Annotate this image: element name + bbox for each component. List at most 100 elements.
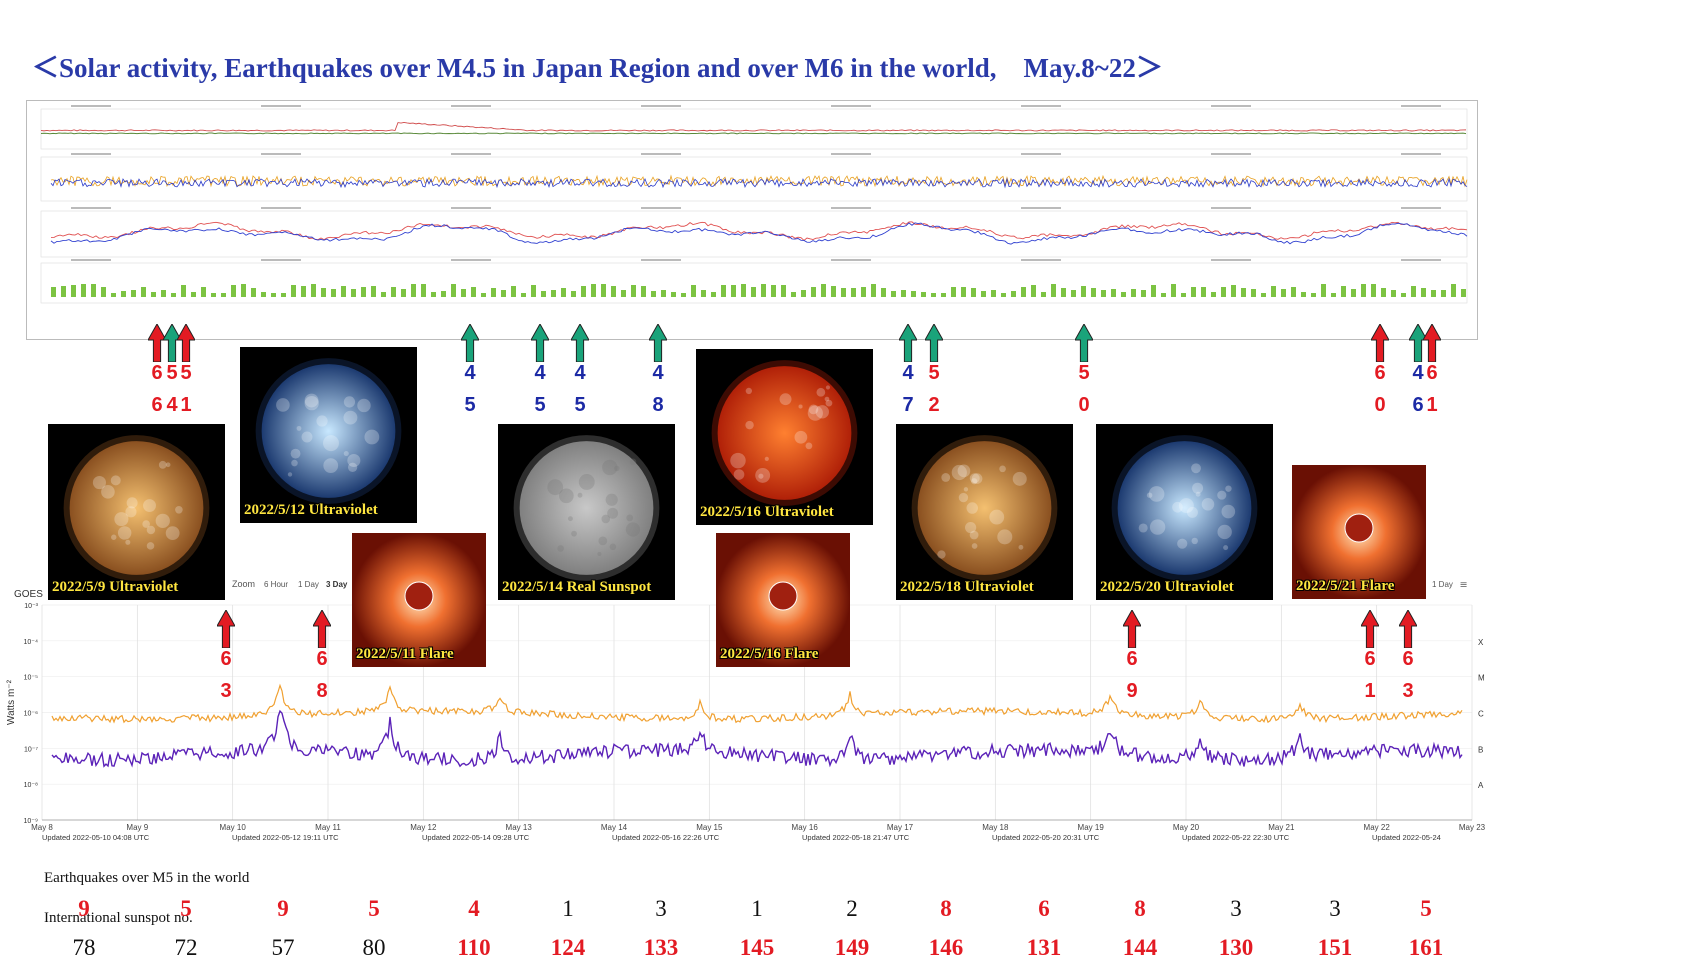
japan-quake-mag-top: 4 xyxy=(574,362,586,384)
goes-updated: Updated 2022-05-12 19:11 UTC xyxy=(232,833,339,842)
goes-long-channel xyxy=(51,683,1463,724)
goes-xtick: May 20 xyxy=(1173,823,1200,832)
goes-ytick: 10⁻⁸ xyxy=(24,782,38,789)
sunspot-number: 124 xyxy=(550,935,586,960)
zoom-label: Zoom xyxy=(232,579,255,589)
solar-image-8: 2022/5/20 Ultraviolet xyxy=(1096,424,1273,600)
sunspot-number: 110 xyxy=(457,935,491,960)
goes-xtick: May 15 xyxy=(696,823,723,832)
world-quake-arrow xyxy=(312,608,332,653)
solar-wind-panel xyxy=(26,100,1478,340)
japan-quake-mag-bottom: 1 xyxy=(180,394,192,416)
menu-icon[interactable]: ≡ xyxy=(1460,577,1467,592)
japan-quake-mag-bottom: 4 xyxy=(166,394,178,416)
japan-quake-arrow xyxy=(176,322,196,367)
sunspot-number: 146 xyxy=(928,935,964,960)
world-quake-mag-top: 6 xyxy=(220,648,232,670)
world-quake-arrow xyxy=(216,608,236,653)
sunspot-number: 78 xyxy=(72,935,96,960)
japan-quake-mag-top: 4 xyxy=(902,362,914,384)
photo-caption: 2022/5/9 Ultraviolet xyxy=(52,579,179,595)
goes-updated: Updated 2022-05-20 20:31 UTC xyxy=(992,833,1100,842)
goes-xtick: May 18 xyxy=(982,823,1009,832)
japan-quake-mag-top: 4 xyxy=(534,362,546,384)
goes-updated: Updated 2022-05-24 xyxy=(1372,833,1441,842)
goes-class-label: M xyxy=(1478,674,1485,683)
goes-xtick: May 17 xyxy=(887,823,914,832)
japan-quake-arrow xyxy=(1370,322,1390,367)
japan-quake-mag-bottom: 0 xyxy=(1078,394,1090,416)
zoom-option-1day[interactable]: 1 Day xyxy=(298,580,319,589)
japan-quake-arrow xyxy=(1422,322,1442,367)
solar-image-9: 2022/5/21 Flare xyxy=(1292,465,1426,599)
goes-short-channel xyxy=(51,709,1463,768)
japan-quake-mag-bottom: 0 xyxy=(1374,394,1386,416)
earthquake-count: 8 xyxy=(1134,896,1146,921)
japan-quake-mag-bottom: 5 xyxy=(464,394,476,416)
japan-quake-mag-bottom: 8 xyxy=(652,394,664,416)
earthquake-count: 3 xyxy=(1329,896,1341,921)
japan-quake-mag-bottom: 6 xyxy=(151,394,163,416)
sunspot-number: 80 xyxy=(362,935,386,960)
japan-quake-mag-bottom: 2 xyxy=(928,394,940,416)
sunspot-row-label: International sunspot no. xyxy=(44,910,193,926)
photo-caption: 2022/5/16 Ultraviolet xyxy=(700,504,834,520)
japan-quake-mag-bottom: 1 xyxy=(1426,394,1438,416)
goes-class-label: A xyxy=(1478,781,1484,790)
japan-quake-mag-bottom: 7 xyxy=(902,394,914,416)
sunspot-number: 149 xyxy=(834,935,870,960)
japan-quake-arrow xyxy=(460,322,480,367)
japan-quake-mag-top: 4 xyxy=(652,362,664,384)
goes-xtick: May 12 xyxy=(410,823,437,832)
sunspot-number: 161 xyxy=(1408,935,1444,960)
goes-xtick: May 21 xyxy=(1268,823,1295,832)
solar-image-1: 2022/5/9 Ultraviolet xyxy=(48,424,225,600)
goes-ytick: 10⁻⁶ xyxy=(24,711,38,718)
japan-quake-arrow xyxy=(530,322,550,367)
goes-class-label: B xyxy=(1478,745,1483,754)
solar-image-2: 2022/5/12 Ultraviolet xyxy=(240,347,417,523)
goes-xtick: May 23 xyxy=(1459,823,1486,832)
earthquake-count: 3 xyxy=(655,896,667,921)
goes-xtick: May 9 xyxy=(126,823,148,832)
goes-xtick: May 8 xyxy=(31,823,53,832)
photo-caption: 2022/5/18 Ultraviolet xyxy=(900,579,1034,595)
world-quake-arrow xyxy=(1398,608,1418,653)
photo-caption: 2022/5/21 Flare xyxy=(1296,578,1395,594)
photo-caption: 2022/5/16 Flare xyxy=(720,646,819,662)
sunspot-number: 130 xyxy=(1218,935,1254,960)
solar-image-7: 2022/5/18 Ultraviolet xyxy=(896,424,1073,600)
photo-caption: 2022/5/11 Flare xyxy=(356,646,454,662)
japan-quake-mag-bottom: 5 xyxy=(534,394,546,416)
goes-class-label: X xyxy=(1478,638,1484,647)
world-quake-mag-bottom: 3 xyxy=(1402,680,1414,702)
sunspot-number: 144 xyxy=(1122,935,1158,960)
japan-quake-mag-top: 6 xyxy=(1426,362,1438,384)
goes-xtick: May 10 xyxy=(220,823,247,832)
japan-quake-arrow xyxy=(1074,322,1094,367)
goes-xtick: May 22 xyxy=(1364,823,1391,832)
photo-caption: 2022/5/12 Ultraviolet xyxy=(244,502,378,518)
goes-label: GOES xyxy=(14,589,43,600)
japan-quake-mag-top: 6 xyxy=(1374,362,1386,384)
zoom-option-3day[interactable]: 3 Day xyxy=(326,580,348,589)
zoom-option-6hour[interactable]: 6 Hour xyxy=(264,580,288,589)
earthquake-count: 8 xyxy=(940,896,952,921)
goes-xtick: May 14 xyxy=(601,823,628,832)
goes-ytick: 10⁻⁴ xyxy=(24,639,39,646)
world-quake-mag-top: 6 xyxy=(316,648,328,670)
goes-ytick: 10⁻⁹ xyxy=(24,818,38,825)
earthquake-count: 9 xyxy=(78,896,90,921)
goes-class-label: C xyxy=(1478,710,1484,719)
earthquake-count: 1 xyxy=(562,896,574,921)
world-quake-arrow xyxy=(1360,608,1380,653)
solar-image-4: 2022/5/14 Real Sunspot xyxy=(498,424,675,600)
goes-updated: Updated 2022-05-14 09:28 UTC xyxy=(422,833,530,842)
japan-quake-arrow xyxy=(898,322,918,367)
goes-updated: Updated 2022-05-10 04:08 UTC xyxy=(42,833,150,842)
zoom-option-1day-right[interactable]: 1 Day xyxy=(1432,580,1453,589)
goes-xtick: May 19 xyxy=(1078,823,1105,832)
goes-ylabel: Watts m⁻² xyxy=(6,679,17,725)
goes-updated: Updated 2022-05-18 21:47 UTC xyxy=(802,833,910,842)
goes-ytick: 10⁻⁵ xyxy=(24,675,38,682)
